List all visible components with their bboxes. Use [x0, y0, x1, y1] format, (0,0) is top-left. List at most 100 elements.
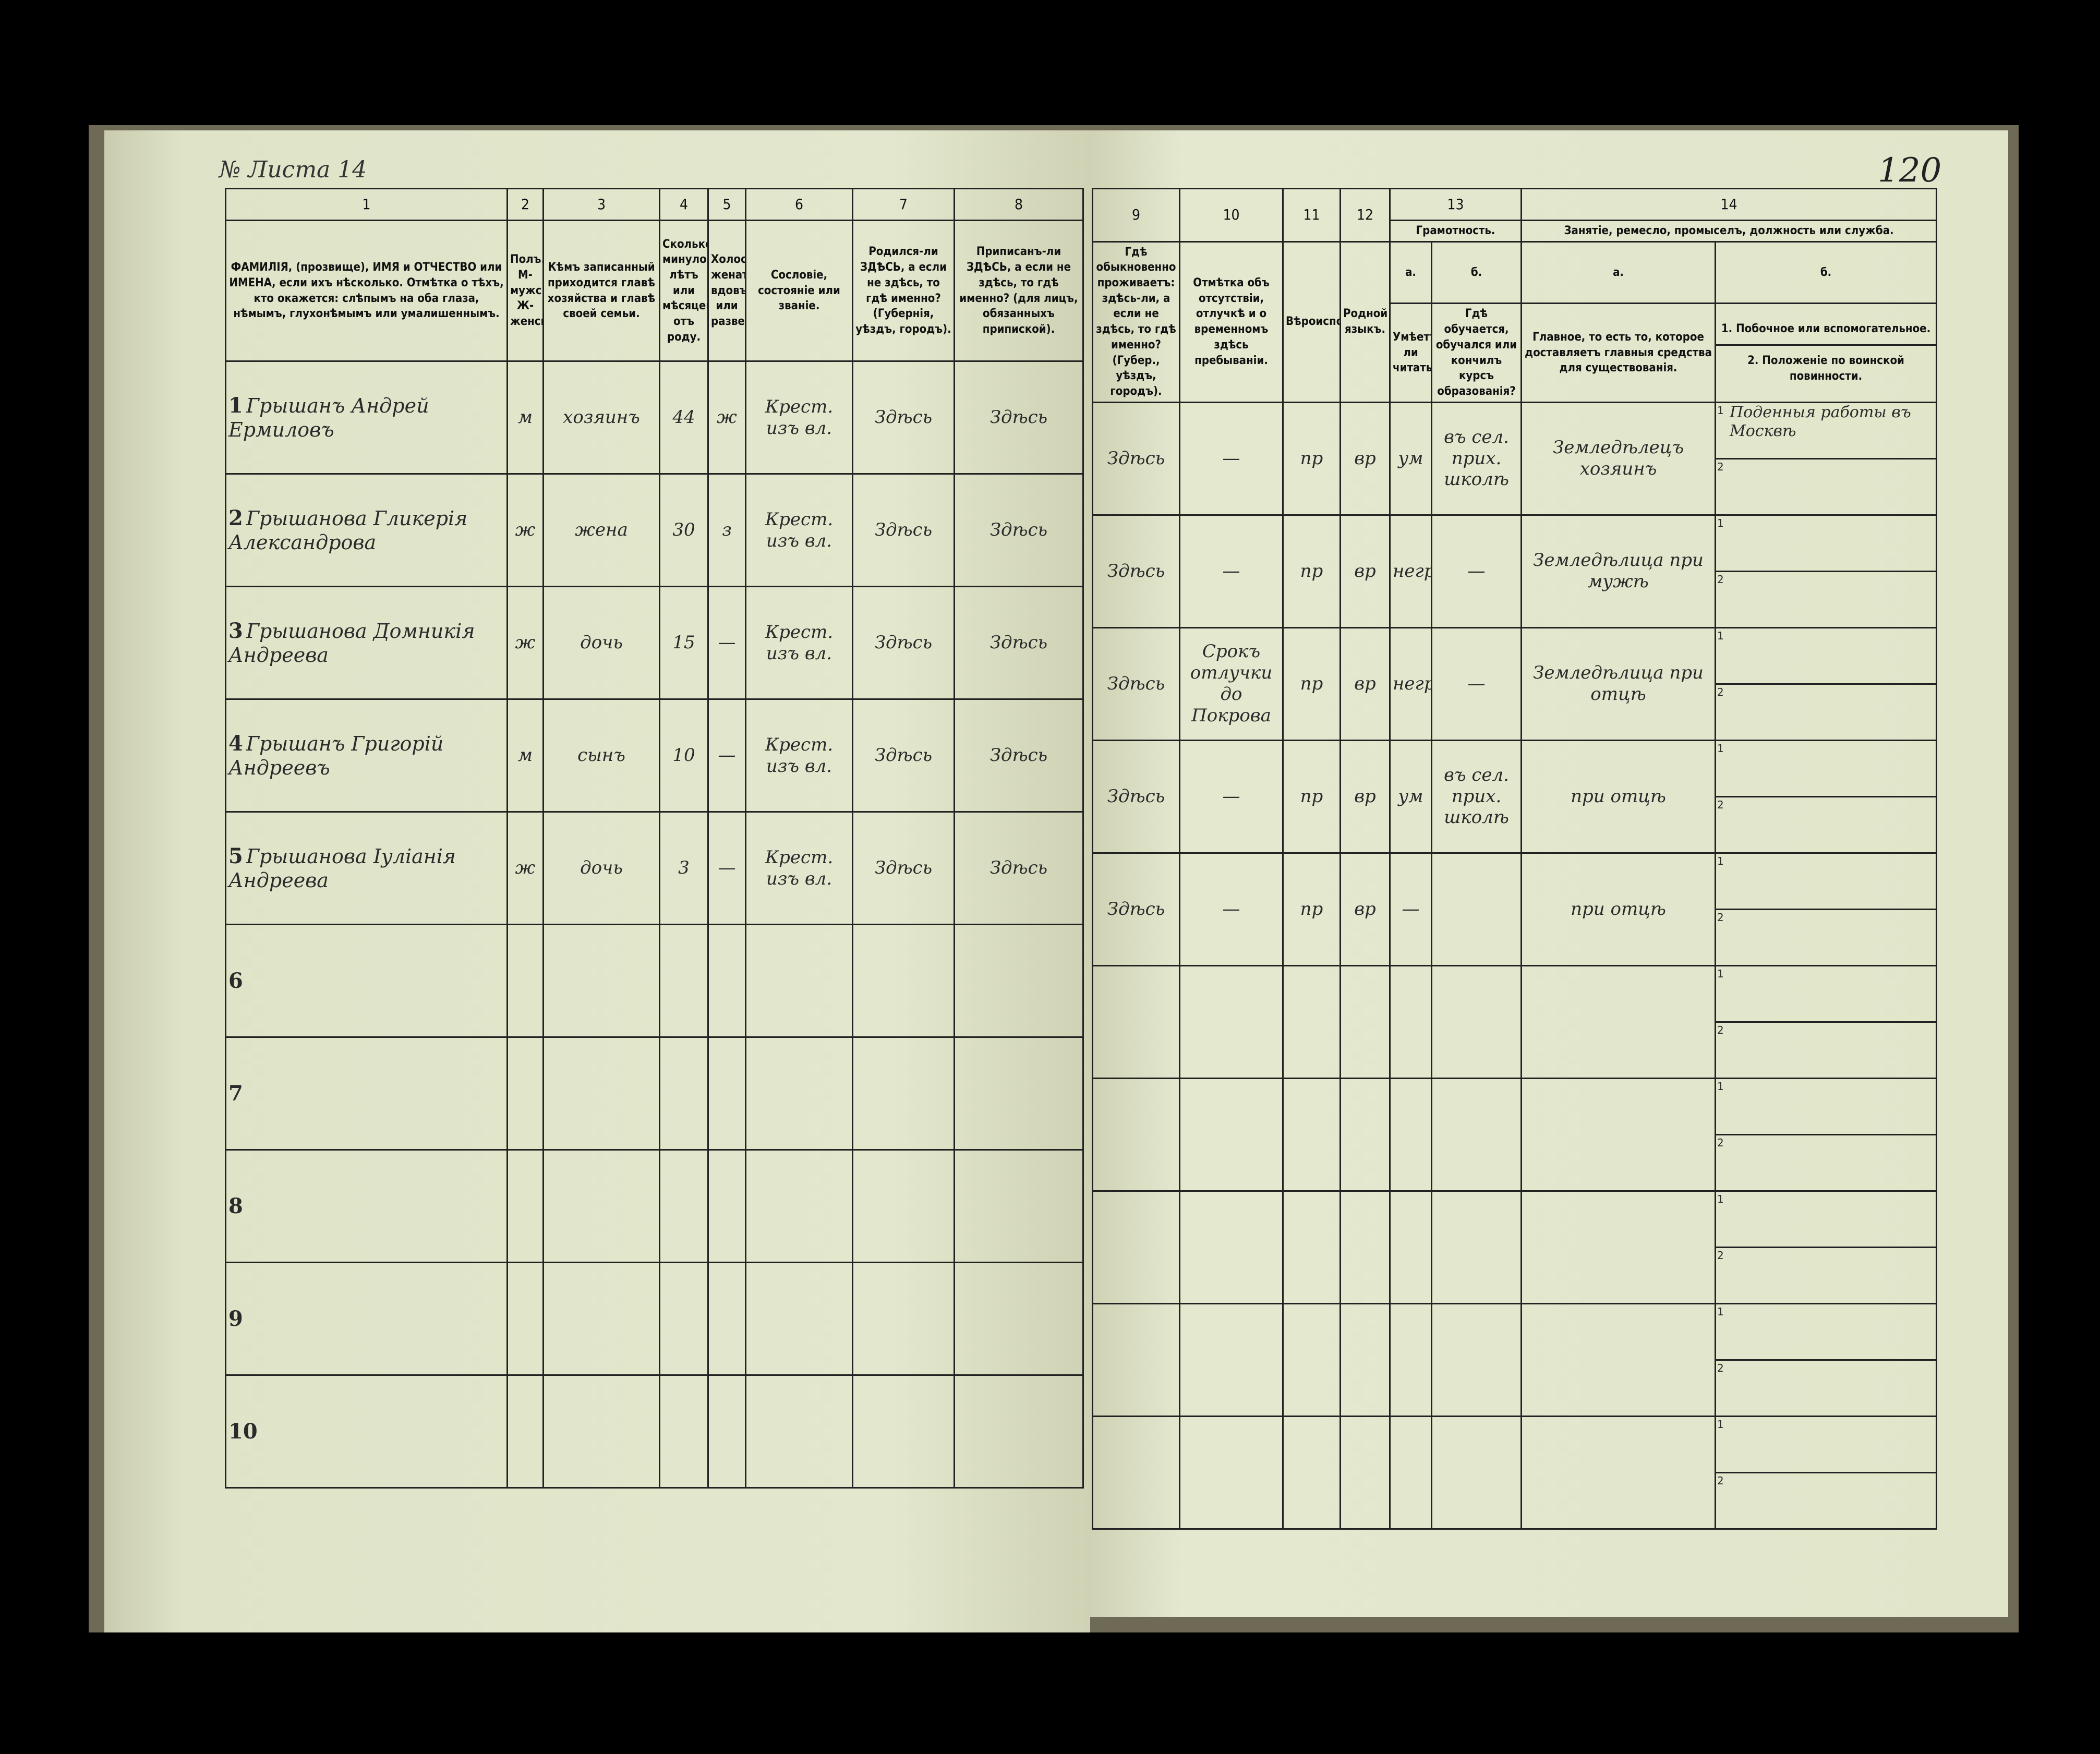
religion-cell: пр — [1282, 401, 1341, 516]
language-cell — [1339, 964, 1391, 1079]
col13a-header: Умѣетъ-ли читать? — [1389, 303, 1432, 403]
col14b-label: б. — [1715, 240, 1938, 305]
occupation-b2-subcell: 2 — [1717, 570, 1935, 626]
literacy-b-cell — [1430, 964, 1523, 1079]
col11-header: Вѣроисповѣданіе. — [1282, 240, 1341, 403]
name-cell: 5 Грышанова Іуліанія Андреева — [225, 811, 508, 925]
sex-cell — [506, 1374, 544, 1489]
name-cell: 4 Грышанъ Григорій Андреевъ — [225, 698, 508, 813]
residence-cell — [1092, 1415, 1180, 1530]
col11-number: 11 — [1282, 188, 1341, 243]
marital-cell: з — [707, 473, 746, 587]
religion-cell — [1282, 1077, 1341, 1192]
sex-cell: м — [506, 698, 544, 813]
sub-number: 2 — [1717, 1136, 1724, 1149]
occupation-main-cell: Земледѣлица при мужѣ — [1520, 514, 1717, 628]
birthplace-cell: Здѣсь — [852, 811, 955, 925]
occupation-b2-subcell: 2 — [1717, 1246, 1935, 1302]
col10-header: Отмѣтка объ отсутствіи, отлучкѣ и о врем… — [1179, 240, 1284, 403]
col8-header: Приписанъ-ли ЗДѢСЬ, а если не здѣсь, то … — [954, 220, 1084, 362]
language-cell: вр — [1339, 401, 1391, 516]
registered-cell — [954, 1262, 1084, 1376]
col1-number: 1 — [225, 188, 508, 221]
occupation-b1-subcell: 1 — [1717, 967, 1935, 1021]
table-row: 6 — [225, 924, 1084, 1038]
language-cell: вр — [1339, 739, 1391, 854]
marital-cell: — — [707, 586, 746, 700]
marital-cell — [707, 924, 746, 1038]
residence-cell — [1092, 1190, 1180, 1304]
occupation-b2-subcell: 2 — [1717, 1471, 1935, 1528]
col14a-header: Главное, то есть то, которое доставляетъ… — [1520, 303, 1717, 403]
sub-number: 2 — [1717, 798, 1724, 811]
marital-cell — [707, 1262, 746, 1376]
name-cell: 8 — [225, 1149, 508, 1263]
table-row: 1 Грышанъ Андрей Ермиловъ м хозяинъ 44 ж Крест… — [225, 360, 1084, 475]
col12-number: 12 — [1339, 188, 1391, 243]
name-cell: 7 — [225, 1036, 508, 1151]
table-row: 7 — [225, 1036, 1084, 1151]
estate-cell: Крест. изъ вл. — [745, 698, 853, 813]
col1-header: ФАМИЛІЯ, (прозвище), ИМЯ и ОТЧЕСТВО или … — [225, 220, 508, 362]
absence-cell — [1179, 964, 1284, 1079]
table-row: Здѣсь — пр вр ум въ сел. прих. школѣ Земледѣле… — [1092, 401, 1938, 516]
birthplace-cell: Здѣсь — [852, 360, 955, 475]
marital-cell — [707, 1036, 746, 1151]
literacy-b-cell: въ сел. прих. школѣ — [1430, 401, 1523, 516]
birthplace-cell — [852, 1036, 955, 1151]
literacy-b-cell: — — [1430, 626, 1523, 741]
age-cell: 15 — [659, 586, 709, 700]
table-row: 4 Грышанъ Григорій Андреевъ м сынъ 10— Крест.… — [225, 698, 1084, 813]
person-name: Грышанъ Андрей Ермиловъ — [228, 394, 429, 441]
col9-number: 9 — [1092, 188, 1180, 243]
occupation-b2-subcell: 2 — [1717, 1133, 1935, 1190]
col7-header: Родился-ли ЗДѢСЬ, а если не здѣсь, то гд… — [852, 220, 955, 362]
relation-cell: дочь — [542, 811, 660, 925]
occupation-b2-subcell: 2 — [1717, 1359, 1935, 1415]
literacy-b-cell — [1430, 1415, 1523, 1530]
sub-number: 1 — [1717, 854, 1724, 867]
occupation-b1-text: Поденныя работы въ Москвѣ — [1730, 403, 1911, 440]
occupation-main-cell: при отцѣ — [1520, 739, 1717, 854]
occupation-side-split: 1 Поденныя работы въ Москвѣ 2 — [1717, 403, 1935, 513]
name-cell: 1 Грышанъ Андрей Ермиловъ — [225, 360, 508, 475]
relation-cell: дочь — [542, 586, 660, 700]
language-cell — [1339, 1190, 1391, 1304]
religion-cell: пр — [1282, 626, 1341, 741]
literacy-b-cell: въ сел. прих. школѣ — [1430, 739, 1523, 854]
registered-cell — [954, 924, 1084, 1038]
sex-cell — [506, 1036, 544, 1151]
occupation-b1-subcell: 1 — [1717, 854, 1935, 909]
absence-cell: — — [1179, 739, 1284, 854]
census-table-right: 9 10 11 12 13 14 Грамотность. Занятіе, р… — [1092, 188, 1938, 1530]
sheet-number: № Листа 14 — [219, 156, 367, 183]
religion-cell — [1282, 1190, 1341, 1304]
col13b-label: б. — [1430, 240, 1523, 305]
birthplace-cell: Здѣсь — [852, 473, 955, 587]
occupation-b2-subcell: 2 — [1717, 908, 1935, 964]
estate-cell — [745, 1149, 853, 1263]
estate-cell — [745, 924, 853, 1038]
relation-cell — [542, 1149, 660, 1263]
literacy-b-cell — [1430, 1190, 1523, 1304]
sub-number: 2 — [1717, 911, 1724, 924]
estate-cell: Крест. изъ вл. — [745, 811, 853, 925]
absence-cell — [1179, 1415, 1284, 1530]
person-name: Грышанъ Григорій Андреевъ — [228, 732, 444, 779]
col5-number: 5 — [707, 188, 746, 221]
table-row: 9 — [225, 1262, 1084, 1376]
col13-number: 13 — [1389, 188, 1523, 221]
residence-cell: Здѣсь — [1092, 739, 1180, 854]
table-row: Здѣсь Срокъ отлучки до Покрова пр вр негр — Зе… — [1092, 626, 1938, 741]
table-row: 3 Грышанова Домникія Андреева ж дочь 15— Крес… — [225, 586, 1084, 700]
occupation-main-cell: Земледѣлецъ хозяинъ — [1520, 401, 1717, 516]
